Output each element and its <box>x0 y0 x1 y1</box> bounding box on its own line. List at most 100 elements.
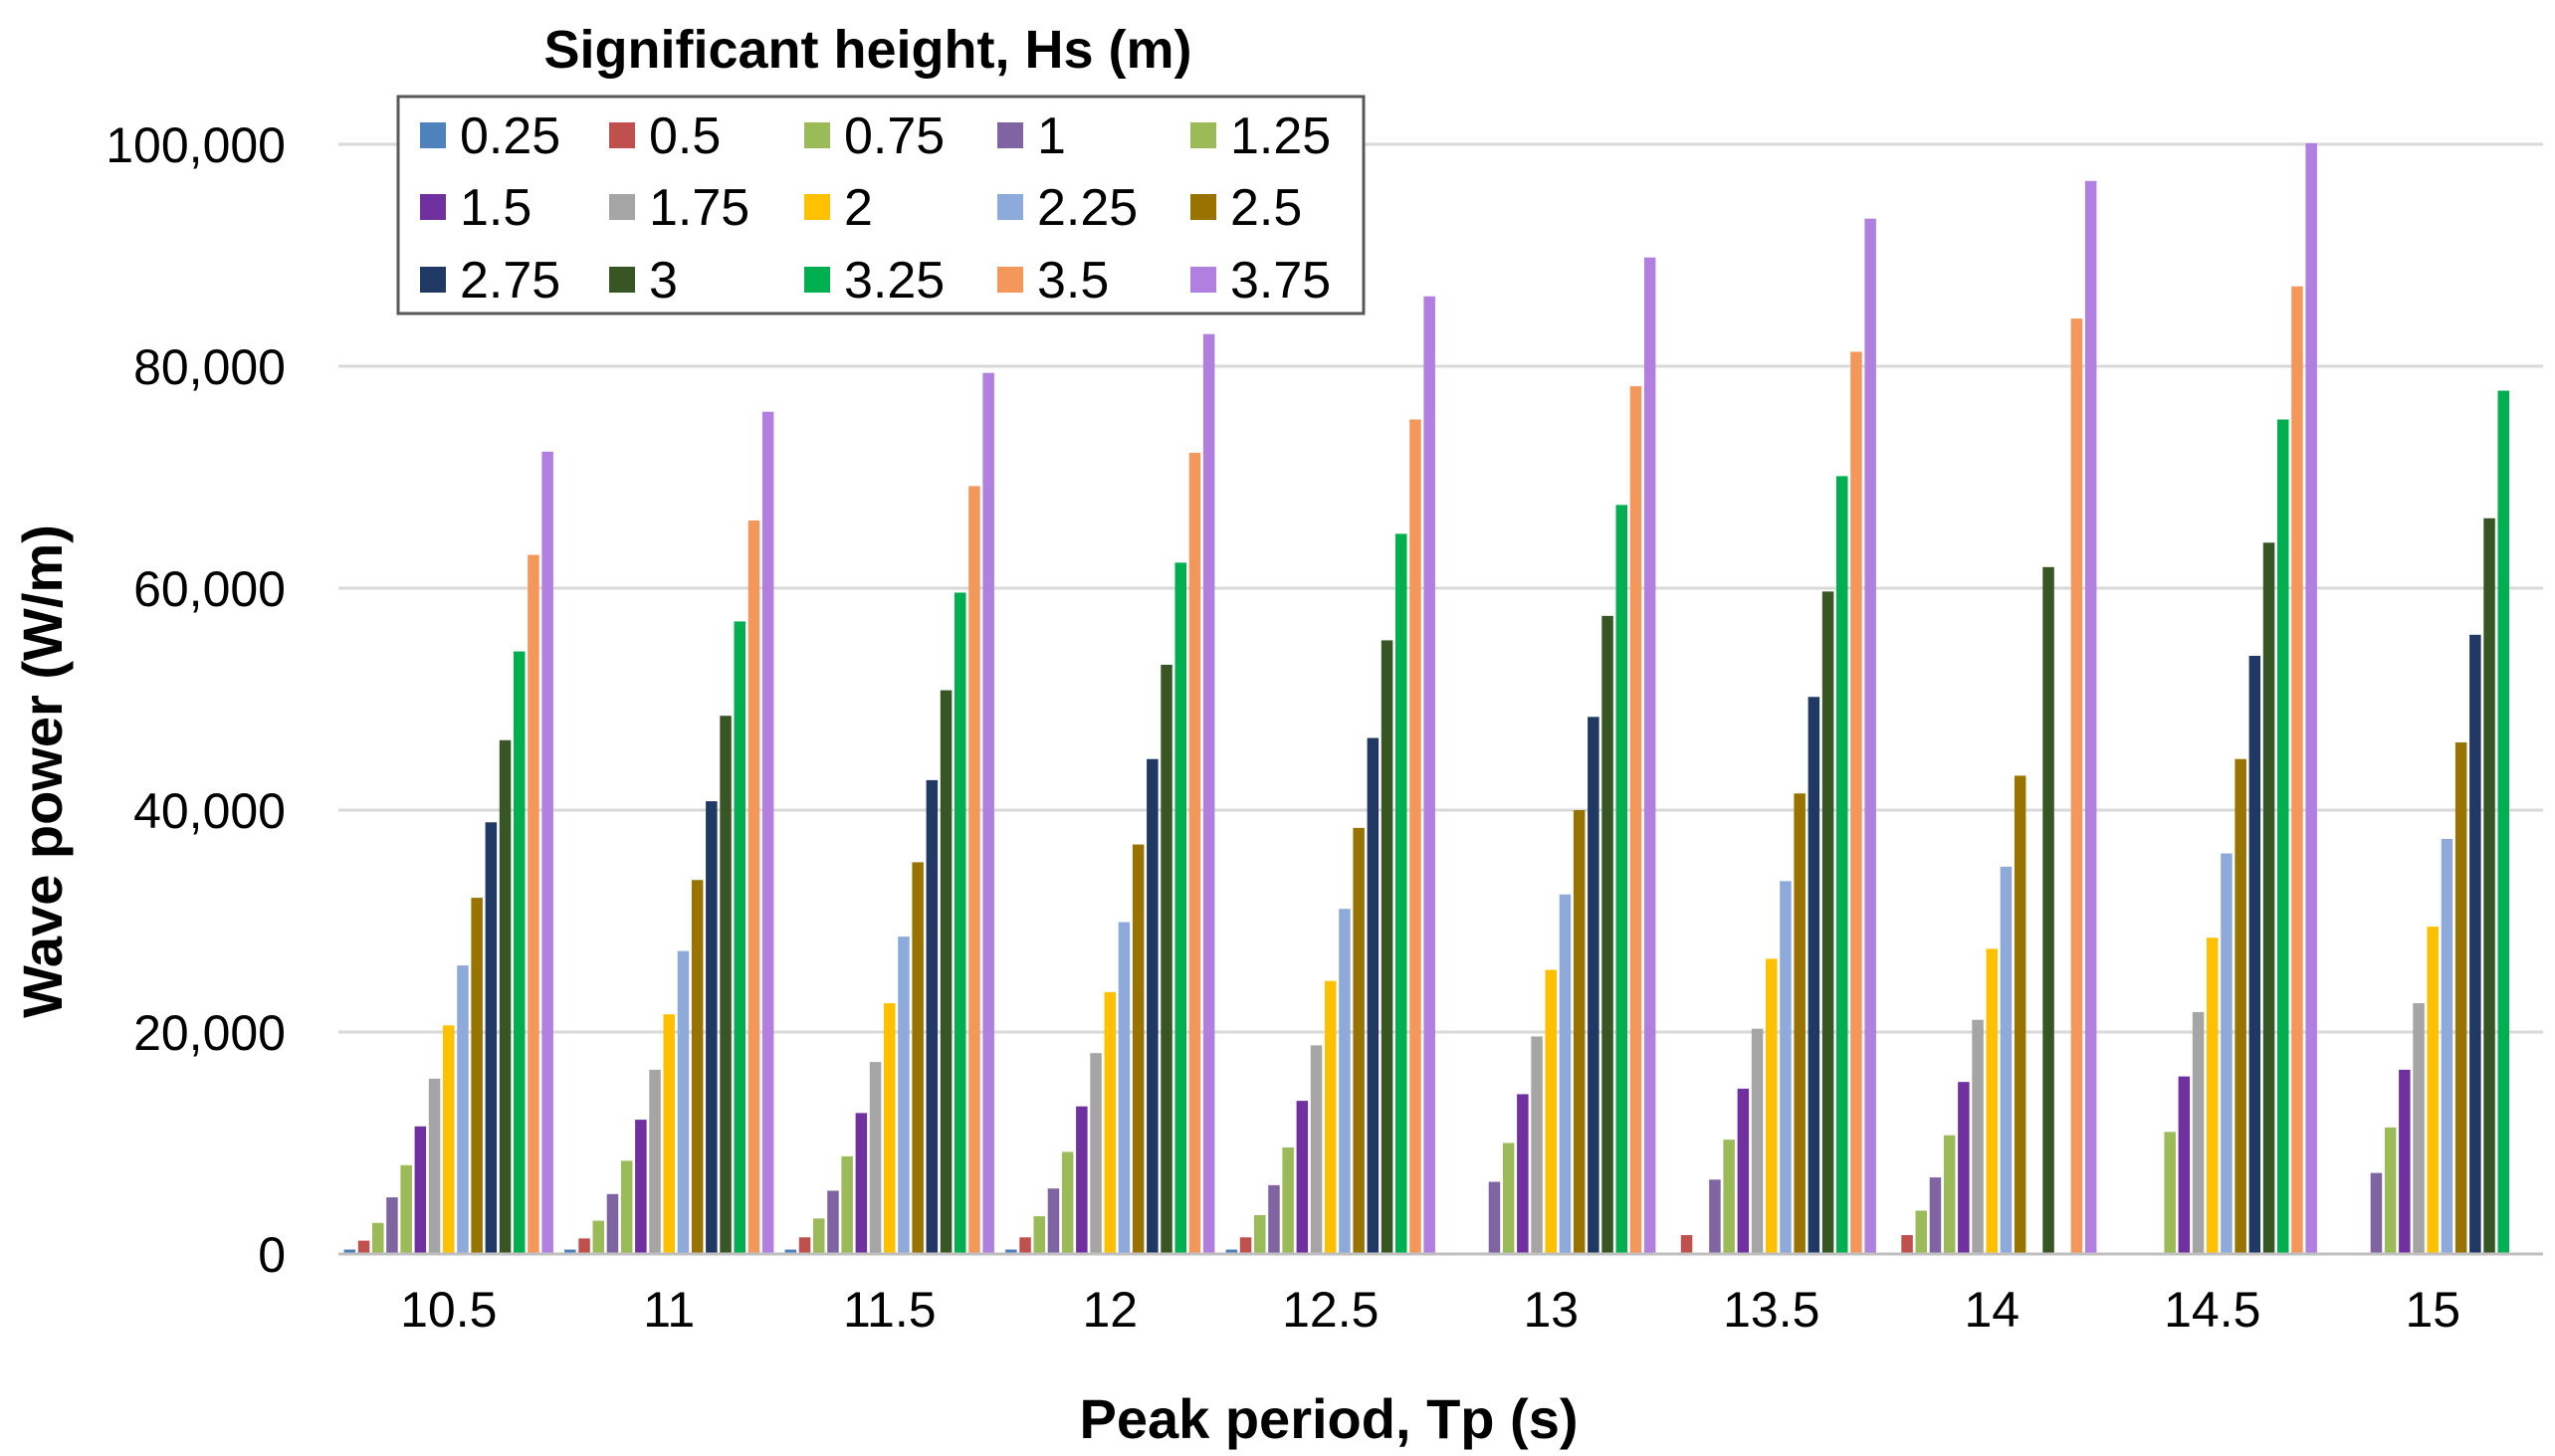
bar-hs3.5-tp14.5 <box>2291 286 2303 1255</box>
bar-hs2.5-tp11 <box>691 880 704 1254</box>
bar-hs1.5-tp13 <box>1517 1094 1529 1254</box>
legend-label-3.75: 3.75 <box>1230 252 1331 310</box>
bar-hs2.5-tp12.5 <box>1353 827 1365 1254</box>
bar-hs1.5-tp11.5 <box>855 1113 868 1254</box>
x-tick-12.5: 12.5 <box>1282 1282 1379 1338</box>
bar-hs2.75-tp12.5 <box>1367 737 1380 1254</box>
bar-hs1.25-tp10.5 <box>400 1164 412 1254</box>
bar-hs3.5-tp10.5 <box>528 554 539 1254</box>
bar-hs2-tp15 <box>2427 927 2439 1254</box>
legend-swatch-3.5 <box>997 267 1023 293</box>
bar-hs0.75-tp14 <box>1915 1210 1927 1254</box>
bar-hs1-tp14 <box>1929 1177 1942 1254</box>
legend-label-3: 3 <box>649 252 678 310</box>
x-tick-11.5: 11.5 <box>843 1282 937 1338</box>
bar-hs3.75-tp12.5 <box>1423 296 1435 1254</box>
bar-hs1.75-tp14.5 <box>2192 1011 2205 1254</box>
bar-hs2-tp10.5 <box>443 1025 455 1254</box>
bar-hs0.5-tp11 <box>578 1238 590 1254</box>
bar-hs2-tp12.5 <box>1325 980 1337 1254</box>
legend-swatch-0.75 <box>804 122 830 148</box>
legend-label-1.25: 1.25 <box>1230 107 1331 165</box>
legend-label-2.25: 2.25 <box>1037 179 1138 237</box>
bar-hs3-tp14.5 <box>2262 542 2275 1254</box>
bar-hs0.25-tp12 <box>1005 1249 1017 1254</box>
legend-label-3.5: 3.5 <box>1037 252 1109 310</box>
x-tick-14: 14 <box>1964 1282 2020 1338</box>
legend-label-0.25: 0.25 <box>460 107 560 165</box>
bar-hs3.75-tp12 <box>1202 333 1215 1254</box>
bar-hs3.75-tp13 <box>1643 257 1656 1255</box>
legend-swatch-0.5 <box>609 122 635 148</box>
bar-hs2.25-tp15 <box>2441 838 2453 1254</box>
bar-hs1.5-tp12 <box>1076 1106 1088 1254</box>
bar-hs1.75-tp12.5 <box>1310 1045 1323 1254</box>
legend-swatch-1.5 <box>420 194 446 220</box>
y-tick-20000: 20,000 <box>133 1005 286 1061</box>
bar-hs3.75-tp14 <box>2084 180 2097 1254</box>
bar-hs1-tp11 <box>606 1193 619 1254</box>
legend-label-1: 1 <box>1037 107 1066 165</box>
bar-hs1.5-tp14.5 <box>2178 1076 2191 1254</box>
bar-hs3-tp12.5 <box>1381 640 1393 1254</box>
bar-hs3.5-tp11 <box>747 520 760 1254</box>
bar-hs1.5-tp15 <box>2399 1069 2411 1254</box>
bar-hs3-tp12 <box>1161 664 1172 1254</box>
legend-label-1.5: 1.5 <box>460 179 532 237</box>
bar-hs1.5-tp11 <box>635 1120 647 1254</box>
bar-hs1.25-tp13.5 <box>1723 1140 1735 1254</box>
bar-marks <box>343 142 2509 1255</box>
bar-hs3.75-tp13.5 <box>1864 218 1876 1255</box>
x-tick-10.5: 10.5 <box>400 1282 497 1338</box>
bar-hs3.25-tp11.5 <box>955 592 966 1254</box>
y-tick-labels: 0 20,000 40,000 60,000 80,000 100,000 <box>106 117 286 1283</box>
bar-hs2.25-tp13 <box>1559 894 1572 1254</box>
x-tick-11: 11 <box>643 1282 695 1338</box>
bar-hs2.5-tp14 <box>2014 775 2026 1254</box>
bar-hs3.25-tp12.5 <box>1395 533 1407 1254</box>
bar-hs2.75-tp12 <box>1147 758 1159 1254</box>
bar-hs1.75-tp14 <box>1972 1019 1984 1254</box>
bar-hs2.5-tp11.5 <box>912 862 924 1254</box>
bar-hs0.5-tp14 <box>1901 1235 1913 1254</box>
bar-hs2.75-tp13.5 <box>1808 697 1820 1254</box>
x-tick-13: 13 <box>1523 1282 1579 1338</box>
bar-hs0.75-tp12.5 <box>1254 1214 1266 1254</box>
bar-hs3-tp15 <box>2483 518 2495 1254</box>
bar-hs3-tp11.5 <box>940 690 953 1254</box>
bar-hs3-tp13 <box>1601 615 1613 1255</box>
bar-hs1.25-tp14.5 <box>2164 1132 2176 1254</box>
bar-hs1.75-tp11.5 <box>869 1062 882 1254</box>
bar-hs1-tp10.5 <box>386 1197 398 1254</box>
bar-hs1.25-tp11.5 <box>841 1155 853 1254</box>
bar-hs2.25-tp14.5 <box>2221 853 2233 1254</box>
bar-hs3.75-tp11 <box>761 411 774 1255</box>
bar-hs0.5-tp11.5 <box>798 1237 811 1254</box>
bar-hs1.75-tp10.5 <box>428 1078 441 1254</box>
bar-hs3-tp11 <box>720 716 732 1254</box>
bar-hs1-tp13.5 <box>1709 1179 1721 1254</box>
bar-hs0.25-tp11.5 <box>784 1249 797 1254</box>
legend-title: Significant height, Hs (m) <box>543 20 1191 80</box>
bar-hs1.25-tp12 <box>1061 1151 1074 1254</box>
bar-hs1.5-tp13.5 <box>1737 1088 1750 1254</box>
bar-hs3.5-tp13.5 <box>1850 351 1862 1254</box>
legend-swatch-0.25 <box>420 122 446 148</box>
y-tick-60000: 60,000 <box>133 561 286 617</box>
bar-hs3.25-tp14.5 <box>2277 419 2289 1254</box>
bar-hs3-tp13.5 <box>1821 591 1834 1254</box>
bar-hs3.5-tp14 <box>2070 318 2083 1254</box>
bar-hs3.25-tp13 <box>1615 505 1627 1255</box>
legend-label-0.5: 0.5 <box>649 107 721 165</box>
legend-label-0.75: 0.75 <box>844 107 945 165</box>
legend-swatch-3.25 <box>804 267 830 293</box>
bar-hs1.5-tp14 <box>1958 1082 1970 1254</box>
x-tick-14.5: 14.5 <box>2164 1282 2260 1338</box>
bar-hs2.75-tp13 <box>1588 717 1599 1254</box>
bar-hs2-tp11.5 <box>884 1003 896 1254</box>
bar-hs3.5-tp11.5 <box>968 486 980 1254</box>
bar-hs1.75-tp13 <box>1531 1036 1543 1254</box>
bar-hs0.75-tp12 <box>1033 1216 1045 1254</box>
bar-hs3.5-tp12 <box>1188 452 1201 1255</box>
